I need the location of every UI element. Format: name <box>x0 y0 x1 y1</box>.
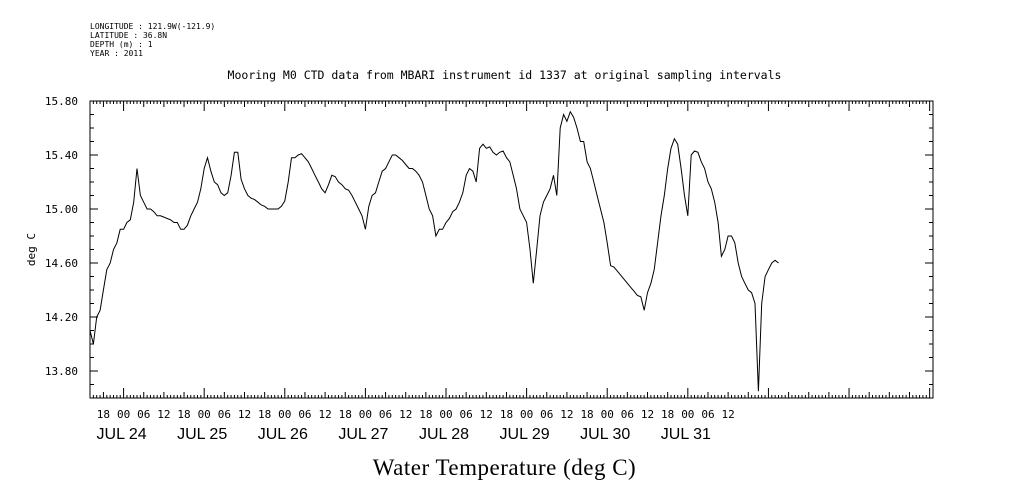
x-hour-label: 06 <box>460 408 473 421</box>
x-day-label: JUL 28 <box>419 426 469 443</box>
x-day-label: JUL 29 <box>500 426 550 443</box>
x-hour-label: 18 <box>580 408 593 421</box>
y-tick-label: 13.80 <box>45 365 78 378</box>
x-hour-label: 12 <box>560 408 573 421</box>
x-hour-label: 06 <box>137 408 150 421</box>
x-hour-label: 12 <box>238 408 251 421</box>
y-tick-label: 14.60 <box>45 257 78 270</box>
plot-frame <box>89 100 934 399</box>
y-tick-label: 15.00 <box>45 203 78 216</box>
x-day-label: JUL 26 <box>258 426 308 443</box>
x-hour-label: 18 <box>500 408 513 421</box>
y-tick-label: 15.80 <box>45 95 78 108</box>
x-hour-label: 00 <box>198 408 211 421</box>
x-hour-label: 06 <box>298 408 311 421</box>
x-hour-label: 00 <box>359 408 372 421</box>
x-hour-label: 06 <box>218 408 231 421</box>
chart-title: Mooring M0 CTD data from MBARI instrumen… <box>227 68 782 82</box>
metadata-block: LONGITUDE : 121.9W(-121.9) LATITUDE : 36… <box>90 22 215 58</box>
x-hour-label: 00 <box>117 408 130 421</box>
x-day-label: JUL 30 <box>580 426 630 443</box>
meta-year: YEAR : 2011 <box>90 49 143 58</box>
x-day-label: JUL 27 <box>338 426 388 443</box>
x-hour-label: 18 <box>177 408 190 421</box>
meta-depth: DEPTH (m) : 1 <box>90 40 153 49</box>
y-axis: 13.80 14.20 14.60 15.00 15.40 15.80 <box>45 95 933 399</box>
x-hour-label: 00 <box>601 408 614 421</box>
x-hour-label: 00 <box>278 408 291 421</box>
x-hour-label: 12 <box>318 408 331 421</box>
x-axis: 18 00 06 12 18 00 06 12 18 00 06 12 18 00 06 12 18 00 06 12… <box>89 101 934 443</box>
x-hour-label: 12 <box>722 408 735 421</box>
meta-longitude: LONGITUDE : 121.9W(-121.9) <box>90 22 216 31</box>
x-hour-label: 18 <box>339 408 352 421</box>
x-axis-title: Water Temperature (deg C) <box>372 455 637 480</box>
x-day-label: JUL 25 <box>177 426 227 443</box>
y-tick-label: 14.20 <box>45 311 78 324</box>
x-hour-label: 06 <box>540 408 553 421</box>
meta-latitude: LATITUDE : 36.8N <box>90 31 168 40</box>
x-hour-label: 00 <box>520 408 533 421</box>
x-hour-label: 00 <box>439 408 452 421</box>
plot-border <box>89 100 934 399</box>
x-hour-label: 18 <box>97 408 110 421</box>
x-hour-label: 18 <box>258 408 271 421</box>
x-hour-label: 00 <box>681 408 694 421</box>
x-hour-label: 12 <box>480 408 493 421</box>
x-hour-label: 18 <box>419 408 432 421</box>
y-tick-label: 15.40 <box>45 149 78 162</box>
x-hour-label: 12 <box>157 408 170 421</box>
x-hour-label: 06 <box>701 408 714 421</box>
x-day-label: JUL 31 <box>661 426 711 443</box>
x-hour-label: 18 <box>661 408 674 421</box>
x-hour-label: 12 <box>399 408 412 421</box>
x-hour-label: 06 <box>621 408 634 421</box>
temperature-series-line <box>89 110 779 392</box>
x-hour-label: 12 <box>641 408 654 421</box>
x-hour-label: 06 <box>379 408 392 421</box>
y-axis-label: deg C <box>25 233 38 266</box>
x-day-label: JUL 24 <box>97 426 147 443</box>
